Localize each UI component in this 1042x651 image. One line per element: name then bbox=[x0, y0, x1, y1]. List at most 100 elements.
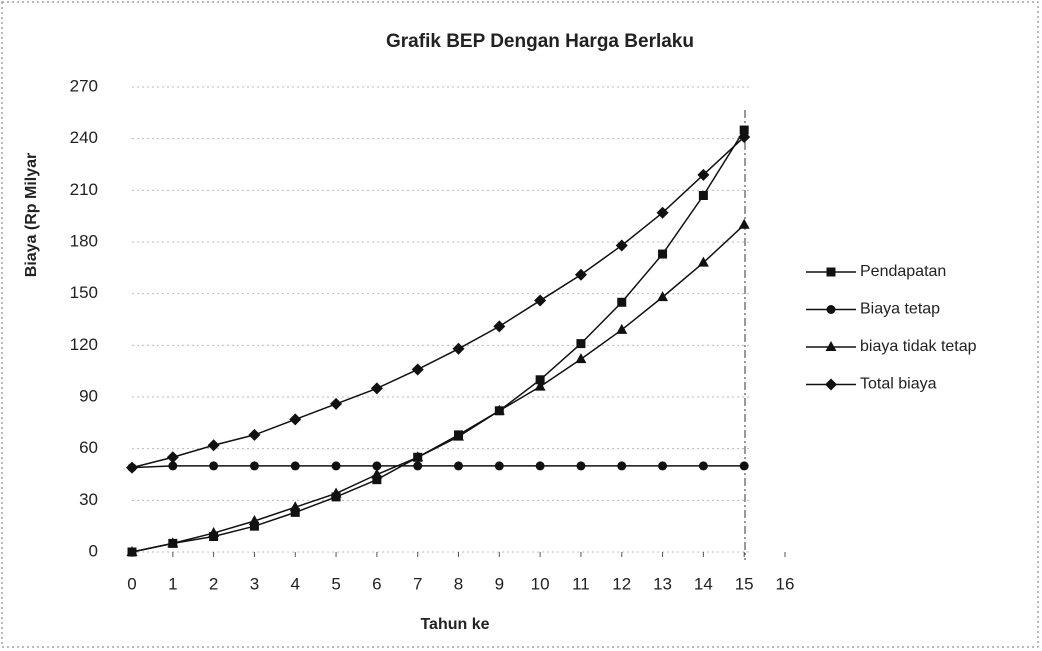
marker bbox=[207, 439, 220, 452]
x-tick-label: 3 bbox=[250, 574, 259, 593]
marker bbox=[825, 378, 837, 391]
marker bbox=[575, 353, 587, 364]
x-tick-label: 5 bbox=[331, 574, 340, 593]
x-tick-label: 10 bbox=[531, 574, 550, 593]
marker bbox=[289, 413, 302, 426]
marker bbox=[576, 461, 586, 471]
x-tick-label: 14 bbox=[694, 574, 713, 593]
marker bbox=[330, 397, 343, 410]
marker bbox=[576, 339, 586, 349]
marker bbox=[534, 294, 547, 307]
marker bbox=[739, 125, 749, 135]
x-tick-label: 9 bbox=[495, 574, 504, 593]
marker bbox=[166, 451, 179, 464]
legend-label: Total biaya bbox=[860, 376, 937, 393]
marker bbox=[412, 451, 424, 462]
marker bbox=[290, 507, 300, 517]
marker bbox=[738, 218, 750, 229]
x-tick-label: 7 bbox=[413, 574, 422, 593]
marker bbox=[697, 168, 710, 181]
marker bbox=[208, 527, 220, 538]
x-tick-label: 12 bbox=[612, 574, 631, 593]
marker bbox=[494, 461, 504, 471]
marker bbox=[738, 130, 751, 143]
y-tick-label: 150 bbox=[70, 283, 98, 302]
marker bbox=[370, 382, 383, 395]
marker bbox=[249, 461, 259, 471]
y-tick-label: 120 bbox=[70, 335, 98, 354]
marker bbox=[167, 537, 179, 548]
y-tick-label: 60 bbox=[79, 438, 98, 457]
marker bbox=[658, 461, 668, 471]
x-tick-label: 16 bbox=[776, 574, 795, 593]
marker bbox=[493, 404, 505, 415]
marker bbox=[697, 256, 709, 267]
marker bbox=[126, 461, 138, 474]
marker bbox=[698, 461, 708, 471]
x-tick-label: 13 bbox=[653, 574, 672, 593]
marker bbox=[453, 430, 464, 441]
marker bbox=[209, 461, 219, 471]
legend-label: biaya tidak tetap bbox=[860, 338, 977, 355]
y-tick-label: 270 bbox=[70, 76, 98, 95]
x-tick-label: 1 bbox=[168, 574, 177, 593]
marker bbox=[826, 267, 836, 277]
series-line bbox=[131, 129, 745, 553]
marker bbox=[372, 475, 382, 485]
marker bbox=[615, 239, 628, 252]
x-tick-label: 11 bbox=[572, 574, 590, 593]
marker bbox=[826, 305, 836, 314]
marker bbox=[825, 341, 837, 351]
marker bbox=[126, 546, 138, 556]
x-tick-label: 15 bbox=[735, 574, 754, 593]
x-tick-label: 0 bbox=[127, 574, 136, 593]
marker bbox=[739, 461, 749, 471]
x-tick-label: 2 bbox=[209, 574, 218, 593]
x-axis-label: Tahun ke bbox=[420, 616, 489, 633]
marker bbox=[331, 461, 341, 471]
series-line bbox=[131, 136, 745, 469]
marker bbox=[617, 297, 627, 307]
marker bbox=[290, 461, 300, 471]
marker bbox=[372, 461, 382, 471]
marker bbox=[289, 501, 301, 512]
series-line bbox=[131, 465, 745, 469]
legend-label: Biaya tetap bbox=[860, 301, 940, 318]
y-tick-label: 210 bbox=[70, 180, 98, 199]
y-tick-label: 0 bbox=[89, 541, 98, 560]
x-tick-label: 6 bbox=[372, 574, 381, 593]
marker bbox=[534, 380, 546, 391]
marker bbox=[535, 375, 545, 385]
legend-label: Pendapatan bbox=[860, 263, 946, 280]
x-tick-label: 4 bbox=[291, 574, 300, 593]
x-tick-label: 8 bbox=[454, 574, 463, 593]
y-tick-label: 30 bbox=[79, 490, 98, 509]
chart-title: Grafik BEP Dengan Harga Berlaku bbox=[386, 31, 694, 52]
marker bbox=[330, 487, 342, 498]
marker bbox=[656, 206, 669, 219]
marker bbox=[371, 468, 383, 479]
marker bbox=[574, 268, 587, 281]
series-line bbox=[131, 224, 745, 553]
marker bbox=[535, 461, 545, 471]
marker bbox=[452, 342, 465, 355]
marker bbox=[454, 461, 463, 471]
marker bbox=[658, 249, 668, 259]
marker bbox=[617, 461, 627, 471]
y-tick-label: 180 bbox=[70, 231, 98, 250]
marker bbox=[248, 428, 261, 441]
y-tick-label: 240 bbox=[70, 128, 98, 147]
y-axis-label: Biaya (Rp Milyar bbox=[23, 153, 40, 277]
marker bbox=[616, 323, 628, 334]
marker bbox=[411, 363, 424, 376]
y-tick-label: 90 bbox=[79, 386, 98, 405]
marker bbox=[493, 320, 506, 333]
marker bbox=[657, 291, 669, 302]
marker bbox=[413, 461, 423, 471]
marker bbox=[249, 521, 259, 531]
marker bbox=[698, 191, 708, 200]
marker bbox=[248, 515, 260, 525]
marker bbox=[168, 461, 178, 471]
